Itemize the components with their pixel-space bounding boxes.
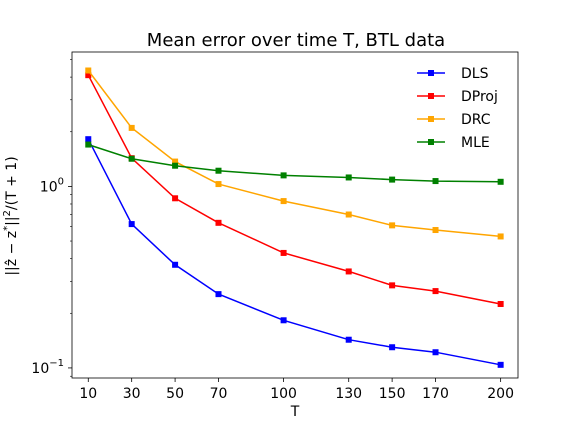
data-point-dproj	[215, 219, 222, 226]
data-point-mle	[497, 178, 504, 185]
data-point-mle	[280, 172, 287, 179]
data-point-dls	[497, 361, 504, 368]
legend-label-dproj: DProj	[461, 89, 498, 105]
x-axis-label: T	[290, 404, 300, 420]
axes-frame	[71, 51, 519, 379]
data-point-drc	[389, 222, 396, 229]
x-tick-label: 70	[210, 386, 228, 402]
legend-marker-drc	[428, 116, 434, 122]
legend: DLS DProj DRC MLE	[417, 66, 498, 151]
plot-area	[85, 67, 504, 368]
legend-label-mle: MLE	[461, 135, 490, 151]
data-point-dls	[215, 291, 222, 298]
series-line-dproj	[87, 74, 501, 305]
data-point-mle	[85, 141, 92, 148]
x-tick-label: 50	[166, 386, 184, 402]
x-tick-label: 170	[422, 386, 449, 402]
data-point-drc	[345, 211, 352, 218]
data-point-drc	[128, 124, 135, 131]
data-point-dls	[128, 221, 135, 228]
y-tick-label: 10−1	[31, 358, 64, 377]
data-point-dproj	[432, 288, 439, 295]
x-tick-label: 150	[379, 386, 406, 402]
data-point-dls	[85, 136, 92, 143]
data-point-mle	[172, 162, 179, 169]
data-point-dproj	[172, 195, 179, 202]
data-point-dproj	[497, 300, 504, 307]
data-point-drc	[497, 233, 504, 240]
x-tick-label: 100	[270, 386, 297, 402]
data-point-mle	[128, 155, 135, 162]
x-axis: 10 30 50 70 100 130 150 170 200	[79, 378, 514, 402]
legend-label-dls: DLS	[461, 66, 489, 82]
data-point-dproj	[280, 249, 287, 256]
data-point-dls	[432, 349, 439, 356]
data-point-dproj	[85, 72, 92, 79]
x-tick-label: 10	[79, 386, 97, 402]
legend-marker-mle	[428, 139, 434, 145]
x-tick-label: 130	[335, 386, 362, 402]
data-point-dls	[172, 261, 179, 268]
data-point-drc	[172, 158, 179, 165]
data-point-dls	[389, 344, 396, 351]
data-point-dls	[345, 336, 352, 343]
data-point-mle	[432, 178, 439, 185]
legend-marker-dls	[428, 70, 434, 76]
data-point-mle	[215, 167, 222, 174]
x-tick-label: 30	[123, 386, 141, 402]
data-point-drc	[85, 67, 92, 74]
chart-title: Mean error over time T, BTL data	[147, 30, 445, 51]
data-point-dls	[280, 317, 287, 324]
data-point-dproj	[345, 268, 352, 275]
x-tick-label: 200	[487, 386, 514, 402]
y-tick-label: 100	[40, 176, 64, 195]
data-point-drc	[432, 227, 439, 234]
data-point-dproj	[389, 282, 396, 289]
y-axis-label: ||ẑ − z*||2/(T + 1)	[2, 156, 20, 275]
data-point-mle	[345, 174, 352, 181]
data-point-mle	[389, 176, 396, 183]
y-axis: 10−1 100	[31, 59, 72, 377]
data-point-drc	[215, 181, 222, 188]
series-line-dls	[87, 138, 501, 366]
legend-marker-dproj	[428, 93, 434, 99]
data-point-drc	[280, 198, 287, 205]
legend-label-drc: DRC	[461, 112, 491, 128]
